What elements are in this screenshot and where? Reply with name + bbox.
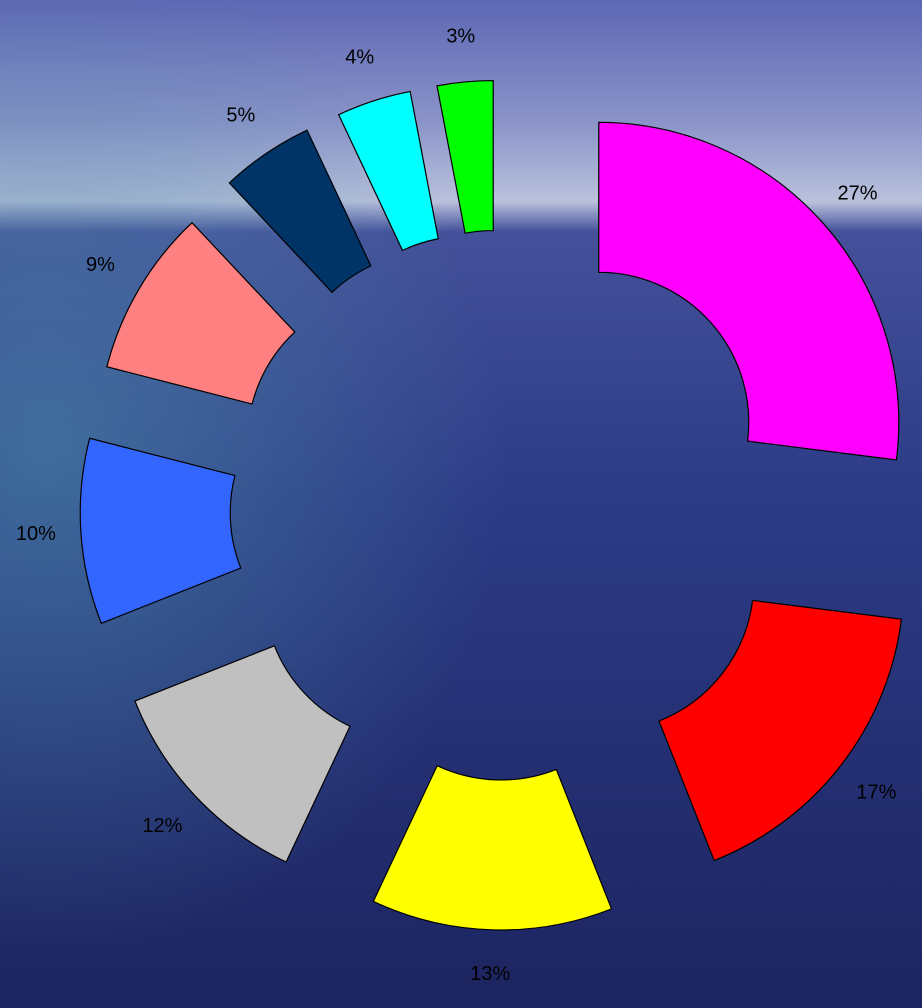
slice-label: 27% [838, 182, 878, 204]
slice-label: 10% [16, 523, 56, 545]
slice-label: 9% [86, 254, 115, 276]
slice [106, 221, 296, 405]
slice [337, 90, 439, 252]
slice [228, 129, 372, 294]
slice [436, 79, 494, 234]
slice [658, 599, 903, 862]
slice-label: 4% [345, 46, 374, 68]
slice [134, 645, 351, 863]
slice-label: 3% [446, 25, 475, 47]
slice-label: 5% [226, 105, 255, 127]
slice [372, 764, 613, 931]
slice [598, 121, 900, 461]
slice-label: 13% [470, 963, 510, 985]
donut: 27% 17% 13% 12% 10% 9% 5% 4% 3% [16, 25, 903, 985]
slice-label: 12% [142, 815, 182, 837]
slice [79, 437, 242, 625]
slice-label: 17% [856, 781, 896, 803]
